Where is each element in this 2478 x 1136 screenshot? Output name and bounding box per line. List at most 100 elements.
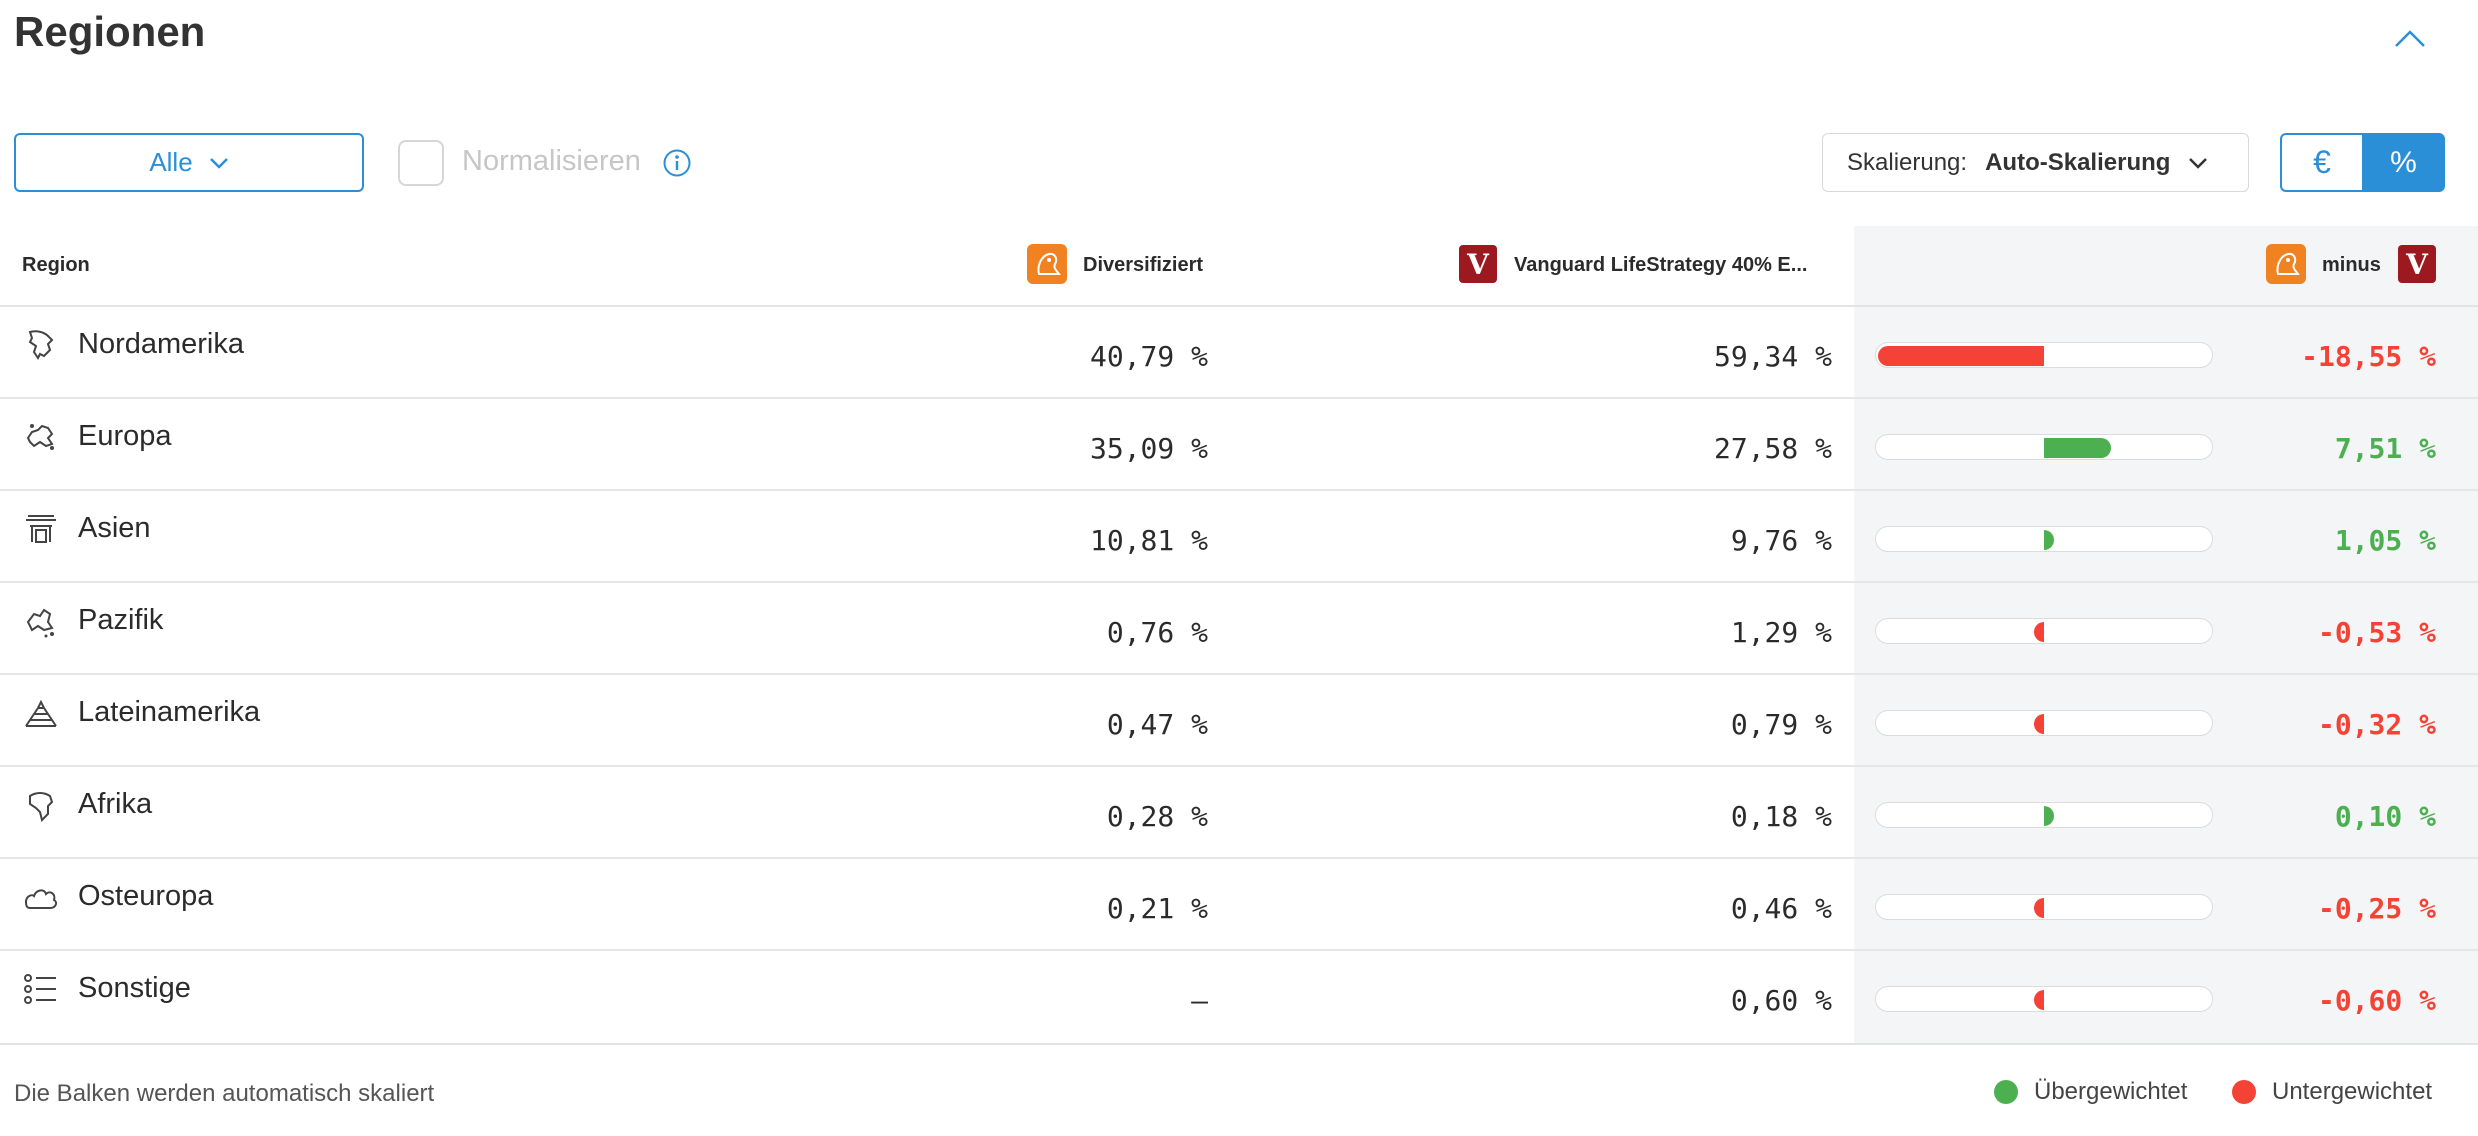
table-row[interactable]: Osteuropa 0,21 % 0,46 % -0,25 % [0,858,2478,950]
value-col-a: 0,47 % [1106,708,1208,741]
table-row[interactable]: Lateinamerika 0,47 % 0,79 % -0,32 % [0,674,2478,766]
region-name: Asien [78,512,151,544]
legend-under-label: Untergewichtet [2272,1078,2433,1105]
filter-dropdown[interactable]: Alle [14,133,364,192]
difference-value: -0,60 % [2317,984,2436,1017]
overweight-bar-fill [2043,530,2054,550]
scaling-note: Die Balken werden automatisch skaliert [14,1080,435,1107]
table-header: Region Diversifiziert V Vanguard LifeStr… [0,226,2478,306]
value-col-b: 27,58 % [1713,432,1832,465]
value-col-b: 9,76 % [1730,524,1832,557]
info-icon[interactable] [662,148,692,178]
underweight-bar-fill [2033,714,2044,734]
africa-icon [22,786,60,824]
value-col-b: 1,29 % [1730,616,1832,649]
value-col-b: 0,60 % [1730,984,1832,1017]
page-title: Regionen [14,8,206,55]
row-divider [0,857,2478,859]
eastern-europe-icon [22,878,60,916]
region-name: Afrika [78,788,153,820]
scaling-value: Auto-Skalierung [1985,148,2171,176]
value-col-a: 0,76 % [1106,616,1208,649]
overweight-bar-fill [2043,438,2111,458]
value-col-b: 0,79 % [1730,708,1832,741]
row-divider [0,397,2478,399]
green-dot-icon [1994,1080,2018,1104]
difference-bar [1875,802,2213,828]
value-col-b: 59,34 % [1713,340,1832,373]
value-col-b: 0,46 % [1730,892,1832,925]
header-region: Region [22,254,90,276]
difference-bar [1875,986,2213,1012]
asia-icon [22,510,60,548]
row-divider [0,949,2478,951]
vanguard-logo: V [2398,245,2436,283]
list-icon [22,970,60,1008]
region-name: Europa [78,420,172,452]
europe-icon [22,418,60,456]
table-row[interactable]: Europa 35,09 % 27,58 % 7,51 % [0,398,2478,490]
value-col-b: 0,18 % [1730,800,1832,833]
header-diff: minus [2322,254,2381,276]
header-col-a: Diversifiziert [1083,254,1204,276]
scaling-label: Skalierung: [1847,148,1968,176]
underweight-bar-fill [2033,622,2044,642]
ing-logo [1027,244,1067,284]
difference-bar [1875,618,2213,644]
ing-logo [2266,244,2306,284]
collapse-button[interactable] [2390,20,2430,56]
difference-bar [1875,710,2213,736]
difference-bar [1875,526,2213,552]
difference-value: -18,55 % [2301,340,2436,373]
unit-euro-button[interactable]: € [2280,133,2362,192]
difference-bar [1875,434,2213,460]
table-row[interactable]: Sonstige — 0,60 % -0,60 % [0,950,2478,1042]
difference-value: 0,10 % [2334,800,2436,833]
table-row[interactable]: Afrika 0,28 % 0,18 % 0,10 % [0,766,2478,858]
normalize-checkbox[interactable] [398,140,444,186]
row-divider [0,673,2478,675]
difference-value: -0,32 % [2317,708,2436,741]
value-col-a: 40,79 % [1089,340,1208,373]
latin-america-icon [22,694,60,732]
difference-value: 1,05 % [2334,524,2436,557]
normalize-label: Normalisieren [462,145,641,177]
region-name: Nordamerika [78,328,244,360]
vanguard-logo: V [1459,245,1497,283]
filter-label: Alle [149,147,193,177]
value-col-a: 0,21 % [1106,892,1208,925]
value-col-a: — [1191,984,1208,1017]
legend-over: Übergewichtet [1994,1078,2187,1106]
underweight-bar-fill [2033,990,2044,1010]
region-name: Sonstige [78,972,191,1004]
overweight-bar-fill [2043,806,2054,826]
table-row[interactable]: Pazifik 0,76 % 1,29 % -0,53 % [0,582,2478,674]
table-row[interactable]: Asien 10,81 % 9,76 % 1,05 % [0,490,2478,582]
difference-value: 7,51 % [2334,432,2436,465]
row-divider [0,765,2478,767]
header-col-b: Vanguard LifeStrategy 40% E... [1514,254,1808,276]
legend-over-label: Übergewichtet [2034,1078,2188,1105]
difference-bar [1875,894,2213,920]
chevron-down-icon [209,157,228,169]
chevron-up-icon [2395,30,2425,47]
row-divider [0,581,2478,583]
region-name: Osteuropa [78,880,214,912]
value-col-a: 10,81 % [1089,524,1208,557]
legend-under: Untergewichtet [2232,1078,2432,1106]
red-dot-icon [2232,1080,2256,1104]
difference-value: -0,25 % [2317,892,2436,925]
north-america-icon [22,326,60,364]
region-name: Lateinamerika [78,696,261,728]
pacific-icon [22,602,60,640]
header-divider [0,305,2478,307]
table-row[interactable]: Nordamerika 40,79 % 59,34 % -18,55 % [0,306,2478,398]
unit-toggle: € % [2280,133,2445,192]
scaling-dropdown[interactable]: Skalierung: Auto-Skalierung [1822,133,2249,192]
unit-percent-button[interactable]: % [2362,133,2445,192]
underweight-bar-fill [1877,346,2044,366]
row-divider [0,489,2478,491]
chevron-down-icon [2189,157,2208,169]
difference-value: -0,53 % [2317,616,2436,649]
table-bottom-divider [0,1043,2478,1045]
